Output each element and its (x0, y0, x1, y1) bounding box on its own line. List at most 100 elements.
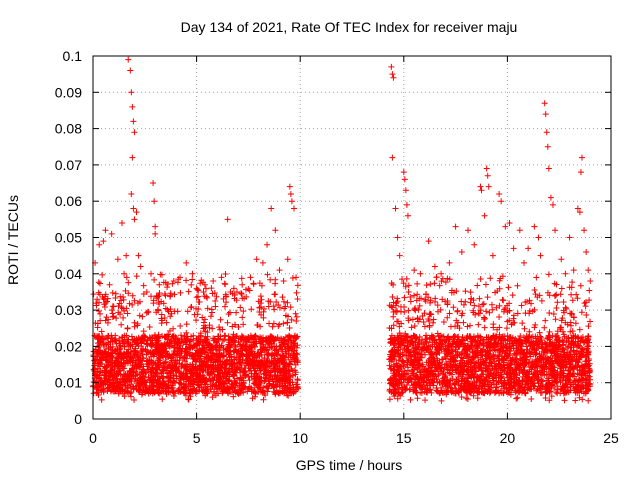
data-point (405, 282, 412, 289)
data-point (521, 325, 528, 332)
data-point (95, 279, 102, 286)
data-point (481, 324, 488, 331)
data-point (118, 321, 125, 328)
data-point (272, 276, 279, 283)
data-point (276, 321, 283, 328)
chart-title: Day 134 of 2021, Rate Of TEC Index for r… (181, 19, 518, 35)
data-point (558, 285, 565, 292)
data-point (237, 304, 244, 311)
data-point (551, 292, 558, 299)
data-point (411, 322, 418, 329)
data-point (224, 319, 231, 326)
data-point (208, 306, 215, 313)
data-point (133, 273, 140, 280)
data-point (193, 317, 200, 324)
data-point (408, 324, 415, 331)
data-point (273, 299, 280, 306)
data-point (519, 320, 526, 327)
data-point (477, 275, 484, 282)
data-point (270, 320, 277, 327)
data-point (188, 281, 195, 288)
data-point (209, 325, 216, 332)
data-point (271, 291, 278, 298)
data-point (458, 298, 465, 305)
data-point (240, 321, 247, 328)
data-point (269, 323, 276, 330)
data-point (264, 271, 271, 278)
data-point (488, 301, 495, 308)
data-point (238, 290, 245, 297)
data-point (431, 280, 438, 287)
data-point (561, 397, 568, 404)
data-point (582, 303, 589, 310)
data-point (487, 275, 494, 282)
data-point (159, 374, 166, 381)
data-point (125, 279, 132, 286)
data-point (411, 306, 418, 313)
data-point (394, 295, 401, 302)
data-point (161, 291, 168, 298)
data-point (572, 397, 579, 404)
data-point (462, 288, 469, 295)
data-point (279, 294, 286, 301)
data-point (129, 292, 136, 299)
data-point (139, 313, 146, 320)
data-point (293, 289, 300, 296)
data-point (499, 296, 506, 303)
data-point (217, 316, 224, 323)
data-point (183, 321, 190, 328)
data-point (202, 285, 209, 292)
data-point (123, 274, 130, 281)
data-point (260, 396, 267, 403)
data-point (225, 310, 232, 317)
data-point (212, 303, 219, 310)
data-point (484, 294, 491, 301)
data-point (426, 324, 433, 331)
data-point (101, 304, 108, 311)
data-point (550, 311, 557, 318)
data-point (271, 306, 278, 313)
data-point (280, 298, 287, 305)
data-point (513, 395, 520, 402)
data-point (552, 316, 559, 323)
data-point (101, 301, 108, 308)
data-point (409, 316, 416, 323)
data-point (583, 311, 590, 318)
data-point (401, 294, 408, 301)
data-point (264, 351, 271, 358)
data-point (450, 304, 457, 311)
data-point (131, 319, 138, 326)
data-point (553, 305, 560, 312)
data-point (475, 321, 482, 328)
data-point (578, 309, 585, 316)
data-point (171, 378, 178, 385)
data-point (531, 286, 538, 293)
data-point (474, 282, 481, 289)
data-point (240, 308, 247, 315)
data-point (140, 291, 147, 298)
data-point (134, 320, 141, 327)
data-point (545, 271, 552, 278)
data-point (585, 397, 592, 404)
data-point (434, 302, 441, 309)
data-point (174, 308, 181, 315)
data-point (197, 280, 204, 287)
data-point (557, 291, 564, 298)
data-point (293, 317, 300, 324)
data-point (124, 310, 131, 317)
data-point (195, 293, 202, 300)
data-point (414, 395, 421, 402)
data-point (438, 397, 445, 404)
data-point (109, 289, 116, 296)
data-point (200, 289, 207, 296)
data-point (509, 292, 516, 299)
data-point (97, 310, 104, 317)
data-point (99, 271, 106, 278)
data-point (185, 288, 192, 295)
data-point (407, 396, 414, 403)
data-point (250, 280, 257, 287)
data-point (170, 392, 177, 399)
data-point (294, 282, 301, 289)
data-point (490, 321, 497, 328)
data-point (230, 393, 237, 400)
